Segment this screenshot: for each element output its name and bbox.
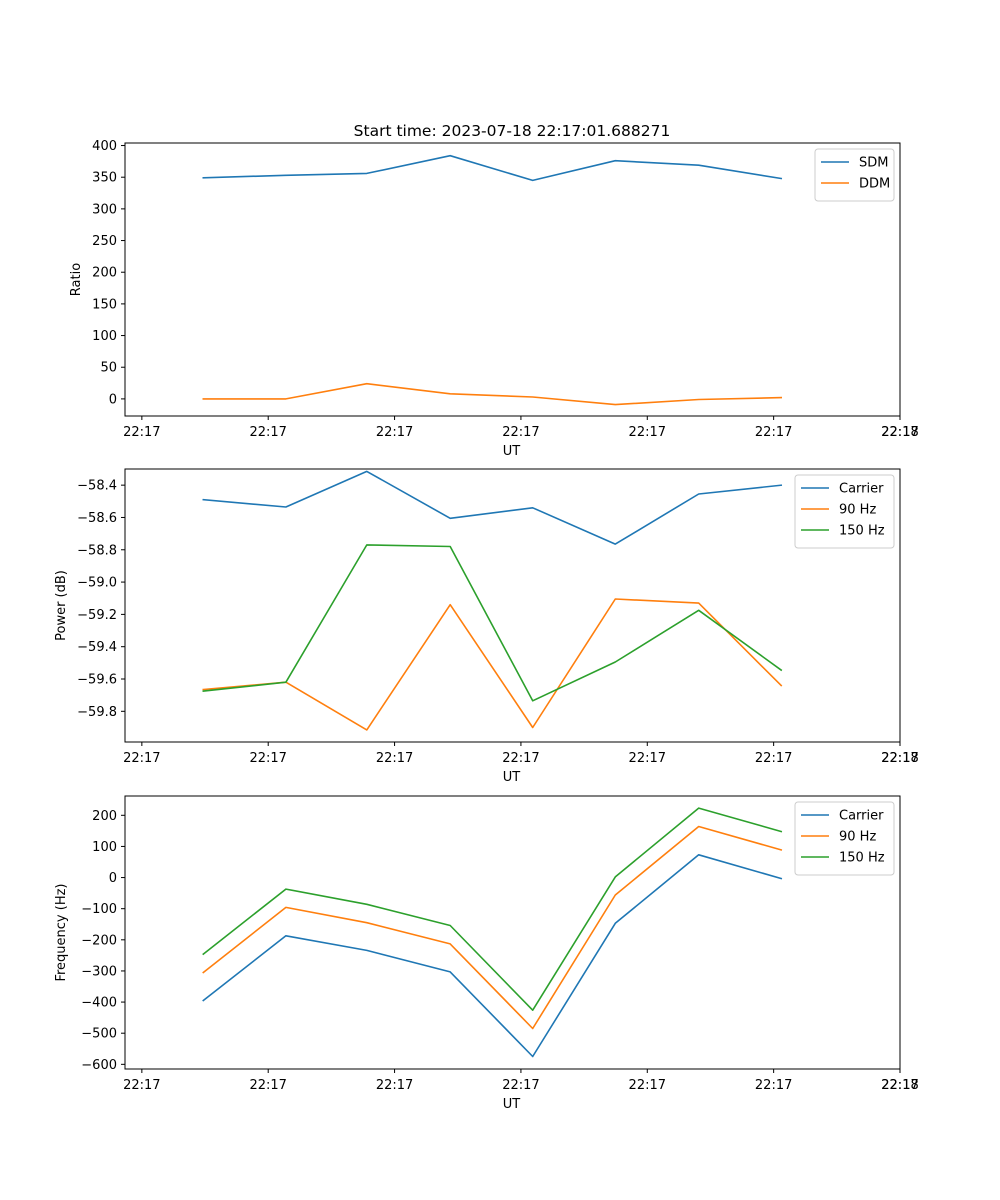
x-tick-label: 22:17 bbox=[755, 425, 792, 440]
y-tick-label: 150 bbox=[92, 297, 117, 312]
plot-panel-1: 22:17 22:17 22:17 22:17 22:17 22:17 22:1722:18… bbox=[69, 139, 919, 459]
plots: 22:17 22:17 22:17 22:17 22:17 22:17 22:1722:18… bbox=[54, 139, 919, 1112]
y-tick-label: 200 bbox=[92, 809, 117, 824]
axes-frame bbox=[124, 142, 901, 417]
x-tick-label: 22:17 bbox=[881, 425, 918, 440]
x-tick-label: 22:17 bbox=[629, 1078, 666, 1093]
y-tick-label: −58.6 bbox=[77, 511, 117, 526]
x-tick-label: 22:17 bbox=[881, 751, 918, 766]
x-tick-label: 22:17 bbox=[123, 1078, 160, 1093]
legend-label: DDM bbox=[859, 177, 890, 192]
y-tick-label: −58.8 bbox=[77, 543, 117, 558]
y-tick-label: 0 bbox=[109, 392, 117, 407]
x-tick-label: 22:17 bbox=[376, 751, 413, 766]
x-tick-label: 22:17 bbox=[755, 751, 792, 766]
y-tick-label: 100 bbox=[92, 840, 117, 855]
series-line-150-hz bbox=[202, 544, 783, 702]
x-tick-label: 22:17 bbox=[376, 1078, 413, 1093]
x-tick-label: 22:17 bbox=[249, 751, 286, 766]
legend-label: 150 Hz bbox=[839, 524, 885, 539]
x-axis-label: UT bbox=[503, 444, 521, 459]
x-tick-label: 22:17 bbox=[249, 1078, 286, 1093]
x-tick-label: 22:17 bbox=[376, 425, 413, 440]
legend-label: Carrier bbox=[839, 482, 884, 497]
y-tick-label: −59.6 bbox=[77, 673, 117, 688]
y-tick-label: −59.4 bbox=[77, 640, 117, 655]
y-tick-label: 350 bbox=[92, 171, 117, 186]
x-tick-label: 22:17 bbox=[881, 1078, 918, 1093]
y-tick-label: −500 bbox=[81, 1027, 117, 1042]
x-tick-label: 22:17 bbox=[629, 751, 666, 766]
y-tick-label: −59.2 bbox=[77, 608, 117, 623]
x-tick-label: 22:17 bbox=[123, 751, 160, 766]
x-tick-label: 22:17 bbox=[123, 425, 160, 440]
y-tick-label: −300 bbox=[81, 964, 117, 979]
y-tick-label: −400 bbox=[81, 996, 117, 1011]
y-tick-label: −200 bbox=[81, 933, 117, 948]
x-tick-label: 22:18 bbox=[881, 1078, 918, 1093]
x-tick-label: 22:18 bbox=[881, 425, 918, 440]
y-tick-label: 400 bbox=[92, 139, 117, 154]
x-tick-label: 22:17 bbox=[629, 425, 666, 440]
series-line-ddm bbox=[202, 382, 783, 406]
legend: Carrier 90 Hz 150 Hz bbox=[794, 474, 895, 549]
x-tick-label: 22:17 bbox=[502, 1078, 539, 1093]
y-axis-label: Power (dB) bbox=[54, 570, 69, 641]
x-axis-label: UT bbox=[503, 770, 521, 785]
series-line-carrier bbox=[202, 470, 783, 545]
y-tick-label: −600 bbox=[81, 1058, 117, 1073]
y-axis-label: Ratio bbox=[69, 263, 84, 296]
chart-title: Start time: 2023-07-18 22:17:01.688271 bbox=[354, 122, 671, 140]
legend-label: SDM bbox=[859, 156, 888, 171]
legend-label: 90 Hz bbox=[839, 830, 876, 845]
y-tick-label: 100 bbox=[92, 329, 117, 344]
plot-panel-3: 22:17 22:17 22:17 22:17 22:17 22:17 22:1722:18… bbox=[54, 795, 919, 1112]
plot-panel-2: 22:17 22:17 22:17 22:17 22:17 22:17 22:1722:18… bbox=[54, 468, 919, 785]
x-tick-label: 22:17 bbox=[502, 751, 539, 766]
y-tick-label: −59.0 bbox=[77, 576, 117, 591]
series-line-90-hz bbox=[202, 825, 783, 1030]
x-tick-label: 22:18 bbox=[881, 751, 918, 766]
series-line-sdm bbox=[202, 154, 783, 182]
legend-label: Carrier bbox=[839, 809, 884, 824]
x-tick-label: 22:17 bbox=[755, 1078, 792, 1093]
legend-label: 90 Hz bbox=[839, 503, 876, 518]
series-line-90-hz bbox=[202, 598, 783, 731]
axes-frame bbox=[124, 468, 901, 743]
axes-frame bbox=[124, 795, 901, 1070]
legend-label: 150 Hz bbox=[839, 851, 885, 866]
series-line-carrier bbox=[202, 853, 783, 1058]
y-axis-label: Frequency (Hz) bbox=[54, 883, 69, 981]
legend: SDM DDM bbox=[814, 148, 895, 202]
y-tick-label: −100 bbox=[81, 902, 117, 917]
x-axis-label: UT bbox=[503, 1097, 521, 1112]
x-tick-label: 22:17 bbox=[249, 425, 286, 440]
series-line-150-hz bbox=[202, 807, 783, 1012]
y-tick-label: 50 bbox=[100, 361, 117, 376]
y-tick-label: 0 bbox=[109, 871, 117, 886]
legend: Carrier 90 Hz 150 Hz bbox=[794, 801, 895, 876]
x-tick-label: 22:17 bbox=[502, 425, 539, 440]
y-tick-label: −59.8 bbox=[77, 705, 117, 720]
y-tick-label: 250 bbox=[92, 234, 117, 249]
y-tick-label: 200 bbox=[92, 266, 117, 281]
y-tick-label: −58.4 bbox=[77, 479, 117, 494]
y-tick-label: 300 bbox=[92, 202, 117, 217]
